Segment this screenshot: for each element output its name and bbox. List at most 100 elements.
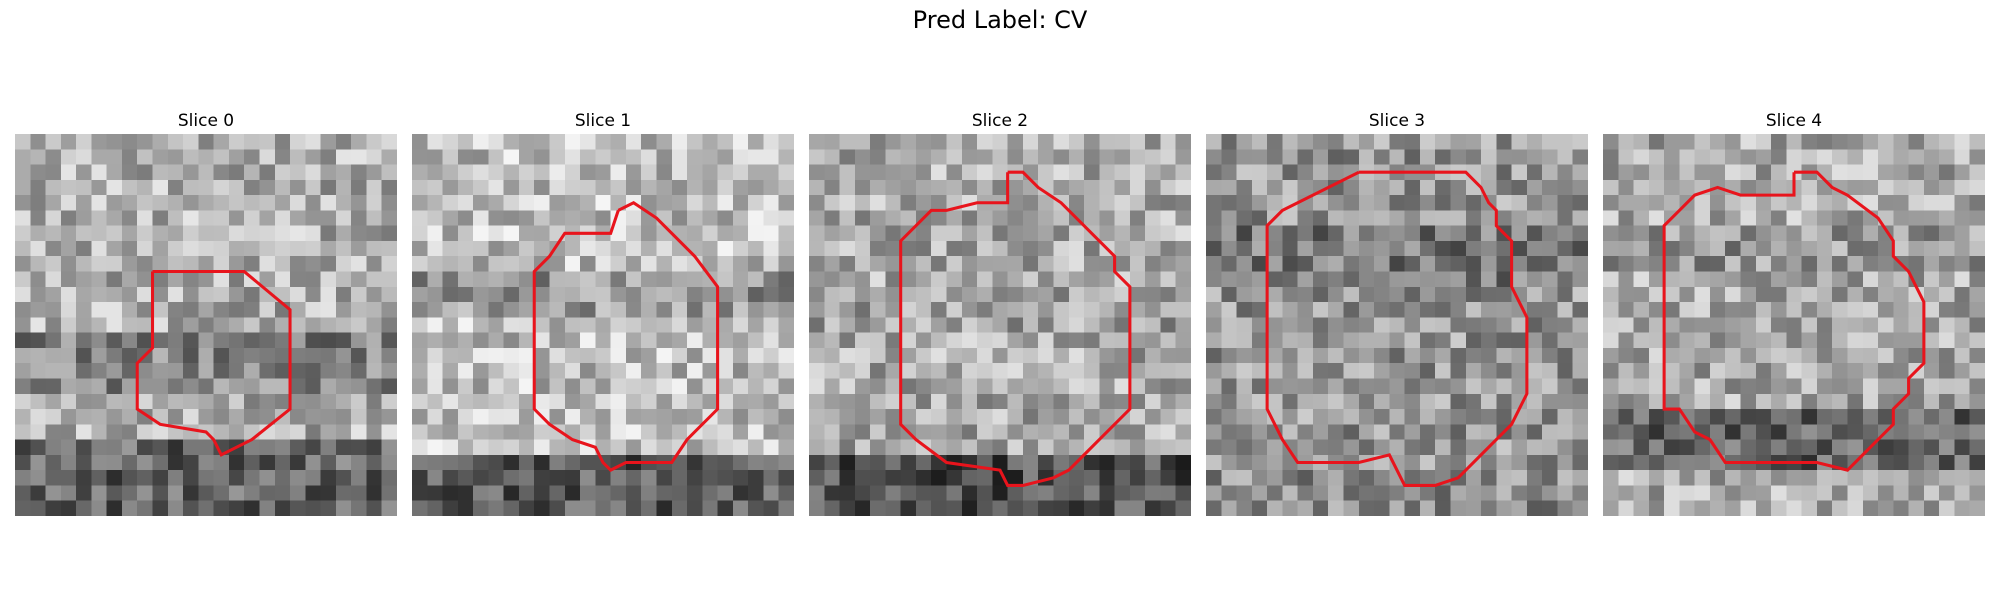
- pixel: [305, 424, 321, 440]
- pixel: [1099, 363, 1115, 379]
- pixel: [1923, 393, 1940, 410]
- pixel: [1923, 271, 1940, 288]
- pixel: [1908, 332, 1925, 349]
- pixel: [1694, 347, 1711, 364]
- pixel: [1816, 378, 1833, 395]
- pixel: [1511, 164, 1528, 181]
- pixel: [1007, 210, 1024, 226]
- pixel: [290, 485, 306, 502]
- pixel: [1557, 271, 1574, 288]
- pixel: [1648, 454, 1665, 471]
- pixel: [1160, 485, 1177, 502]
- pixel: [1633, 271, 1650, 288]
- pixel: [1267, 332, 1283, 349]
- pixel: [1847, 225, 1864, 242]
- pixel: [137, 317, 153, 333]
- pixel: [656, 240, 673, 257]
- pixel: [1358, 286, 1375, 303]
- pixel: [549, 134, 566, 150]
- pixel: [442, 439, 459, 456]
- pixel: [1221, 210, 1237, 226]
- pixel: [824, 424, 840, 440]
- pixel: [1862, 378, 1879, 395]
- pixel: [824, 134, 840, 150]
- pixel: [915, 271, 932, 288]
- pixel: [1206, 195, 1222, 211]
- pixel: [839, 195, 856, 211]
- pixel: [534, 134, 550, 150]
- pixel: [1618, 286, 1634, 303]
- pixel: [1175, 363, 1191, 379]
- pixel: [106, 363, 123, 379]
- pixel: [824, 195, 840, 211]
- pixel: [1450, 256, 1467, 272]
- pixel: [381, 439, 397, 456]
- pixel: [1435, 225, 1451, 242]
- pixel: [977, 286, 993, 303]
- pixel: [687, 134, 703, 150]
- pixel: [534, 195, 550, 211]
- pixel: [702, 164, 718, 181]
- pixel: [503, 302, 520, 318]
- pixel: [320, 149, 337, 165]
- pixel: [198, 409, 214, 425]
- pixel: [259, 409, 276, 425]
- pixel: [687, 439, 703, 456]
- pixel: [1618, 271, 1634, 288]
- pixel: [488, 179, 504, 196]
- pixel: [778, 302, 794, 318]
- pixel: [1114, 286, 1131, 303]
- pixel: [1099, 454, 1115, 471]
- pixel: [1404, 134, 1421, 150]
- pixel: [1679, 271, 1695, 288]
- pixel: [259, 210, 276, 226]
- pixel: [488, 378, 504, 395]
- pixel: [488, 149, 504, 165]
- pixel: [274, 363, 291, 379]
- pixel: [167, 225, 184, 242]
- pixel: [1007, 378, 1024, 395]
- pixel: [412, 149, 428, 165]
- pixel: [1145, 439, 1161, 456]
- pixel: [656, 256, 673, 272]
- pixel: [1251, 179, 1268, 196]
- pixel: [1084, 134, 1100, 150]
- pixel: [167, 485, 184, 502]
- pixel: [244, 240, 260, 257]
- pixel: [1129, 363, 1146, 379]
- pixel: [1053, 240, 1070, 257]
- pixel: [1603, 225, 1619, 242]
- pixel: [1725, 393, 1741, 410]
- pixel: [259, 454, 276, 471]
- pixel: [427, 225, 443, 242]
- pixel: [702, 225, 718, 242]
- pixel: [595, 409, 611, 425]
- pixel: [870, 149, 886, 165]
- pixel: [167, 195, 184, 211]
- pixel: [1465, 439, 1482, 456]
- pixel: [1679, 179, 1695, 196]
- pixel: [167, 240, 184, 257]
- pixel: [1328, 424, 1344, 440]
- pixel: [45, 454, 62, 471]
- pixel: [1389, 210, 1405, 226]
- pixel: [1633, 500, 1650, 516]
- pixel: [748, 271, 764, 288]
- pixel: [1511, 286, 1528, 303]
- pixel: [167, 134, 184, 150]
- pixel: [1404, 332, 1421, 349]
- pixel: [580, 302, 596, 318]
- pixel: [1084, 240, 1100, 257]
- pixel: [1160, 240, 1177, 257]
- pixel: [1740, 409, 1757, 425]
- pixel: [1969, 286, 1985, 303]
- pixel: [60, 225, 77, 242]
- pixel: [1725, 256, 1741, 272]
- pixel: [870, 454, 886, 471]
- pixel: [213, 347, 230, 364]
- pixel: [1893, 225, 1909, 242]
- pixel: [656, 470, 673, 486]
- pixel: [1404, 225, 1421, 242]
- pixel: [1633, 164, 1650, 181]
- pixel: [1648, 470, 1665, 486]
